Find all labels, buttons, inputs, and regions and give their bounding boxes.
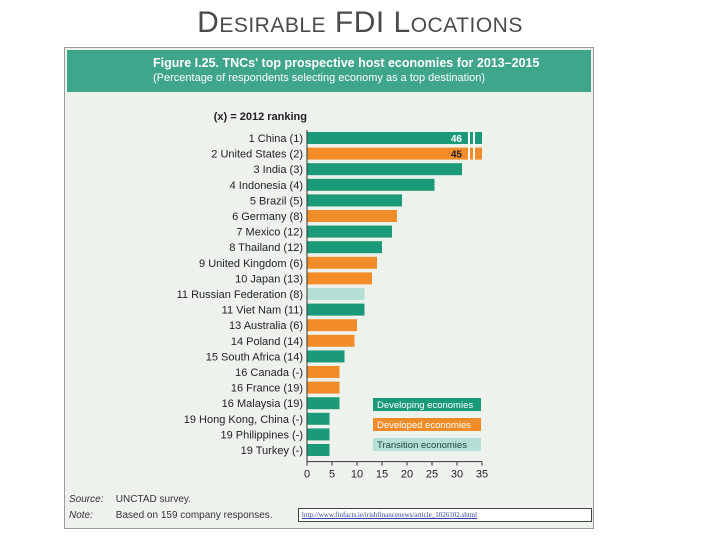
legend-label: Transition economies	[377, 440, 467, 451]
bar	[307, 194, 402, 207]
bar	[307, 241, 382, 254]
data-label: 46	[451, 134, 463, 145]
bar	[307, 288, 365, 300]
category-label: 16 Malaysia (19)	[222, 398, 303, 410]
bar	[307, 350, 345, 363]
category-label: 4 Indonesia (4)	[230, 180, 303, 192]
bar	[307, 397, 340, 410]
category-label: 14 Poland (14)	[231, 336, 303, 348]
note-row: Note: Based on 159 company responses.	[69, 510, 273, 521]
category-label: 11 Russian Federation (8)	[177, 289, 303, 301]
bar	[307, 272, 372, 285]
x-tick-label: 25	[426, 469, 438, 481]
category-label: 11 Viet Nam (11)	[222, 305, 303, 317]
bar	[307, 210, 397, 222]
bar	[307, 178, 435, 191]
category-label: 3 India (3)	[253, 164, 303, 176]
category-label: 19 Philippines (-)	[220, 429, 303, 441]
bar	[307, 147, 482, 160]
bar	[307, 366, 340, 378]
category-label: 7 Mexico (12)	[236, 227, 303, 239]
legend-swatch-developed	[373, 418, 481, 431]
figure-subtitle: (Percentage of respondents selecting eco…	[153, 72, 486, 84]
axis-break-mark	[473, 131, 475, 145]
bar	[307, 334, 355, 347]
x-tick-label: 20	[401, 469, 413, 481]
category-label: 5 Brazil (5)	[250, 195, 303, 207]
legend-swatch-developing	[373, 398, 481, 411]
source-label: Source:	[69, 494, 104, 505]
legend-label: Developed economies	[377, 420, 471, 431]
category-label: 10 Japan (13)	[235, 273, 303, 285]
category-label: 1 China (1)	[249, 133, 303, 145]
bar	[307, 381, 340, 394]
category-label: 6 Germany (8)	[232, 211, 303, 223]
figure-panel: Figure I.25. TNCs' top prospective host …	[64, 47, 594, 529]
figure-header: Figure I.25. TNCs' top prospective host …	[67, 50, 591, 92]
category-label: 15 South Africa (14)	[206, 351, 303, 363]
bar	[307, 444, 330, 456]
x-tick-label: 0	[304, 469, 310, 481]
bar-chart: (x) = 2012 ranking 1 China (1) 46 2 United…	[177, 111, 489, 481]
bar	[307, 319, 357, 332]
category-label: 9 United Kingdom (6)	[199, 258, 303, 270]
x-tick-label: 5	[329, 469, 335, 481]
bar	[307, 412, 330, 425]
category-label: 16 Canada (-)	[235, 367, 303, 379]
figure-footer: Source: UNCTAD survey. Note: Based on 15…	[67, 492, 591, 526]
axis-break-mark	[468, 146, 470, 161]
axis-break-mark	[468, 131, 470, 145]
category-label: 2 United States (2)	[211, 149, 303, 161]
source-row: Source: UNCTAD survey.	[69, 494, 191, 505]
x-tick-label: 35	[476, 469, 488, 481]
bar	[307, 303, 365, 316]
category-label: 8 Thailand (12)	[229, 242, 303, 254]
category-label: 19 Turkey (-)	[241, 445, 303, 457]
note-label: Note:	[69, 510, 93, 521]
x-tick-label: 30	[451, 469, 463, 481]
bar	[307, 256, 377, 269]
x-tick-label: 10	[351, 469, 363, 481]
figure-title: Figure I.25. TNCs' top prospective host …	[153, 56, 540, 70]
bar	[307, 163, 462, 176]
slide-title: Desirable FDI Locations	[197, 6, 523, 39]
ranking-note: (x) = 2012 ranking	[214, 111, 307, 123]
note-text: Based on 159 company responses.	[115, 510, 273, 521]
axis-break-mark	[473, 146, 475, 161]
source-url-link[interactable]: http://www.finfacts.ie/irishfinancenews/…	[298, 508, 592, 522]
category-label: 13 Australia (6)	[229, 320, 303, 332]
bar	[307, 132, 482, 144]
category-label: 16 France (19)	[231, 383, 303, 395]
category-label: 19 Hong Kong, China (-)	[184, 414, 303, 426]
data-label: 45	[451, 150, 463, 161]
legend-swatch-transition	[373, 438, 481, 451]
x-tick-label: 15	[376, 469, 388, 481]
source-text: UNCTAD survey.	[115, 494, 191, 505]
bar	[307, 225, 392, 238]
bar	[307, 428, 330, 441]
legend-label: Developing economies	[377, 400, 473, 411]
